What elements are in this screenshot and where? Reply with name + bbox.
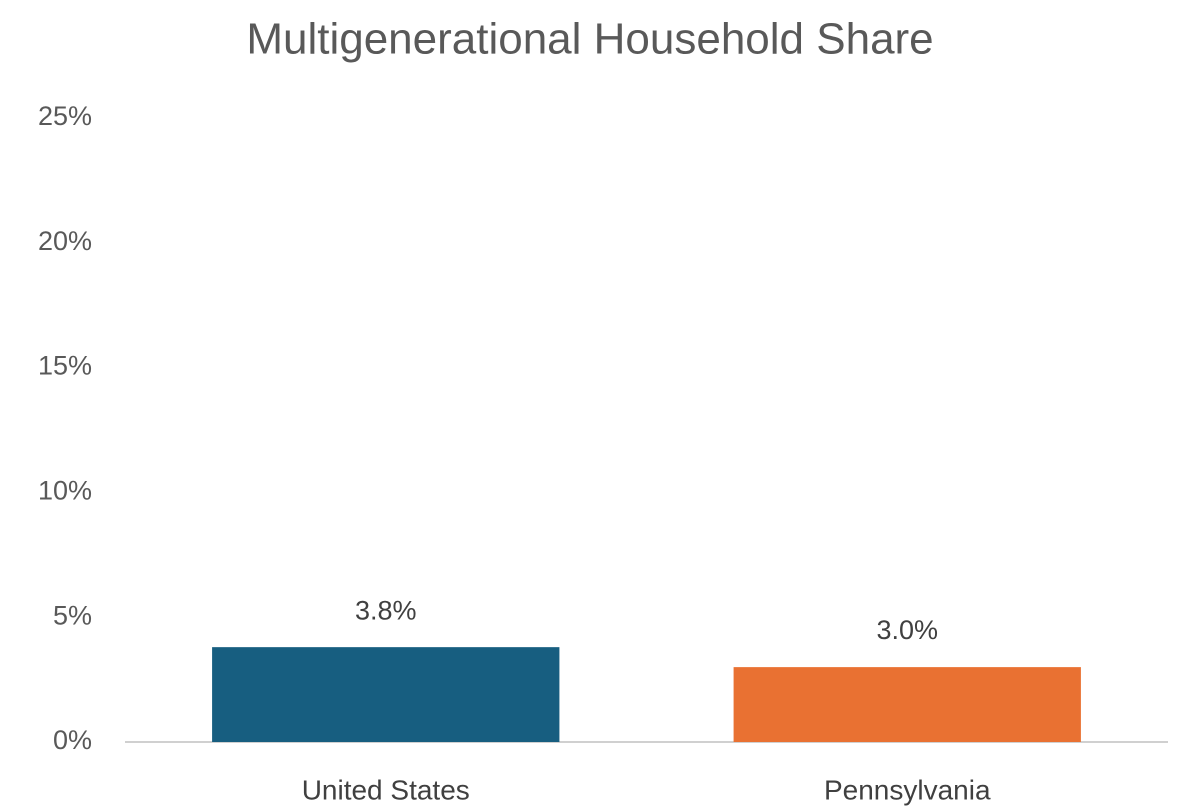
bar — [212, 647, 560, 742]
y-tick-label: 25% — [38, 101, 92, 131]
data-label: 3.0% — [876, 615, 938, 645]
y-tick-label: 15% — [38, 351, 92, 381]
x-tick-label: United States — [302, 774, 470, 805]
y-tick-label: 5% — [53, 600, 92, 630]
y-tick-label: 20% — [38, 226, 92, 256]
y-tick-label: 10% — [38, 476, 92, 506]
bar — [733, 667, 1081, 742]
chart-title: Multigenerational Household Share — [246, 15, 933, 64]
y-tick-label: 0% — [53, 725, 92, 755]
x-tick-label: Pennsylvania — [824, 774, 991, 805]
data-label: 3.8% — [355, 595, 417, 625]
